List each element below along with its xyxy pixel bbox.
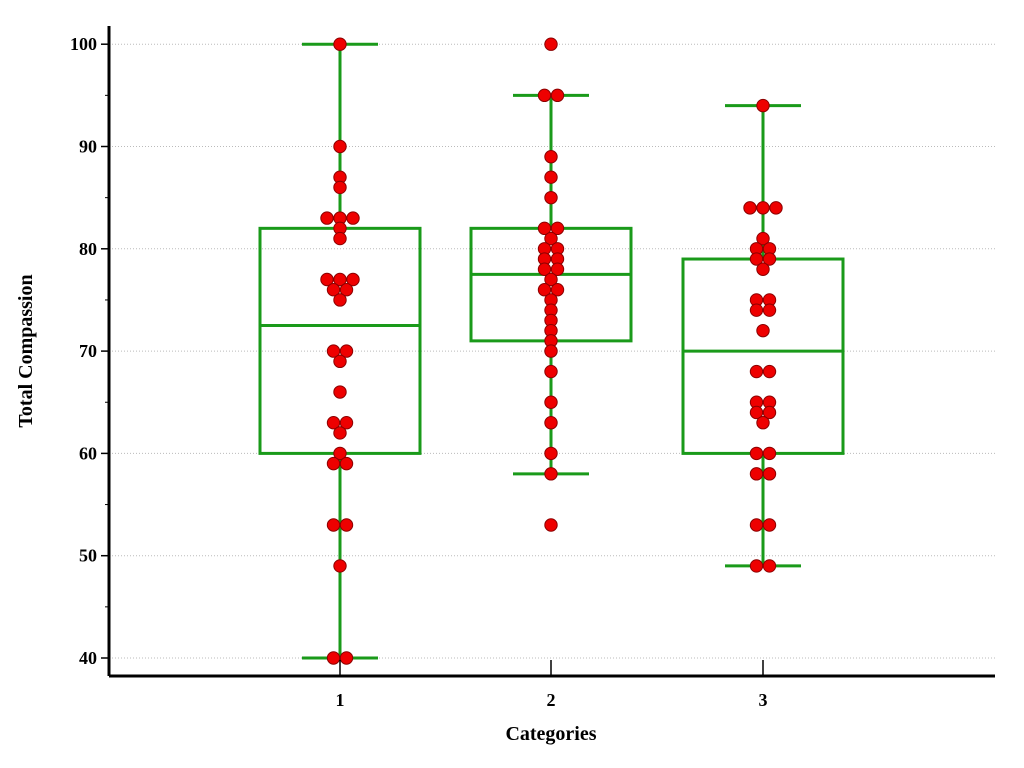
data-point <box>339 518 354 532</box>
data-point <box>756 98 770 113</box>
data-point <box>762 364 777 379</box>
data-point <box>320 272 334 287</box>
y-tick-label: 60 <box>79 443 97 463</box>
data-point <box>762 252 777 266</box>
data-point <box>756 262 770 276</box>
data-point <box>544 364 558 379</box>
x-axis-title: Categories <box>505 723 596 745</box>
data-point <box>762 405 777 420</box>
y-axis-title: Total Compassion <box>15 274 37 427</box>
data-point <box>326 283 341 297</box>
data-point <box>544 518 558 532</box>
data-point <box>333 139 347 154</box>
data-point <box>550 221 565 236</box>
data-point <box>333 446 347 461</box>
data-point <box>749 252 764 266</box>
y-tick-label: 80 <box>79 239 97 259</box>
data-point <box>749 303 764 317</box>
data-point <box>544 446 558 461</box>
y-tick-label: 40 <box>79 648 97 668</box>
data-point <box>339 344 354 358</box>
data-point <box>544 344 558 358</box>
data-point <box>762 518 777 532</box>
data-point <box>749 467 764 481</box>
data-point <box>544 150 558 164</box>
data-point <box>339 416 354 430</box>
data-point <box>326 518 341 532</box>
data-point <box>544 272 558 287</box>
data-point <box>749 559 764 573</box>
data-point <box>550 283 565 297</box>
data-point <box>544 416 558 430</box>
data-point <box>749 405 764 420</box>
data-points-group <box>320 37 783 665</box>
data-point <box>333 354 347 369</box>
iqr-box <box>258 226 422 455</box>
data-point <box>326 344 341 358</box>
data-point <box>749 446 764 461</box>
grid-lines <box>109 43 995 659</box>
data-point <box>333 231 347 246</box>
data-point <box>339 651 354 665</box>
data-point <box>333 293 347 307</box>
data-point <box>537 262 552 276</box>
data-point <box>743 201 757 215</box>
y-tick-label: 90 <box>79 137 97 157</box>
y-tick-label: 70 <box>79 341 97 361</box>
y-tick-label: 100 <box>70 34 97 54</box>
data-point <box>762 559 777 573</box>
data-point <box>346 211 360 225</box>
data-point <box>544 395 558 409</box>
data-point <box>326 416 341 430</box>
data-point <box>333 426 347 440</box>
axes: 40 50 60 70 80 90 100 1 2 3 <box>70 26 995 710</box>
data-point <box>756 416 770 430</box>
data-point <box>326 651 341 665</box>
data-point <box>544 231 558 246</box>
data-point <box>339 283 354 297</box>
data-point <box>762 446 777 461</box>
data-point <box>550 88 565 103</box>
data-point <box>537 221 552 236</box>
data-point <box>749 518 764 532</box>
x-tick-label: 1 <box>336 690 345 710</box>
data-point <box>346 272 360 287</box>
x-tick-label: 3 <box>759 690 768 710</box>
data-point <box>537 88 552 103</box>
data-point <box>333 180 347 195</box>
data-point <box>544 467 558 481</box>
data-point <box>544 170 558 184</box>
x-tick-label: 2 <box>547 690 556 710</box>
data-point <box>320 211 334 225</box>
data-point <box>544 190 558 205</box>
data-point <box>326 456 341 471</box>
data-point <box>333 272 347 287</box>
data-point <box>537 283 552 297</box>
data-point <box>756 231 770 246</box>
data-point <box>333 559 347 573</box>
data-point <box>762 467 777 481</box>
data-point <box>756 201 770 215</box>
data-point <box>762 303 777 317</box>
data-point <box>333 385 347 399</box>
data-point <box>550 262 565 276</box>
data-point <box>756 323 770 338</box>
data-point <box>749 364 764 379</box>
data-point <box>544 37 558 51</box>
data-point <box>339 456 354 471</box>
data-point <box>333 37 347 51</box>
data-point <box>769 201 783 215</box>
y-tick-label: 50 <box>79 546 97 566</box>
